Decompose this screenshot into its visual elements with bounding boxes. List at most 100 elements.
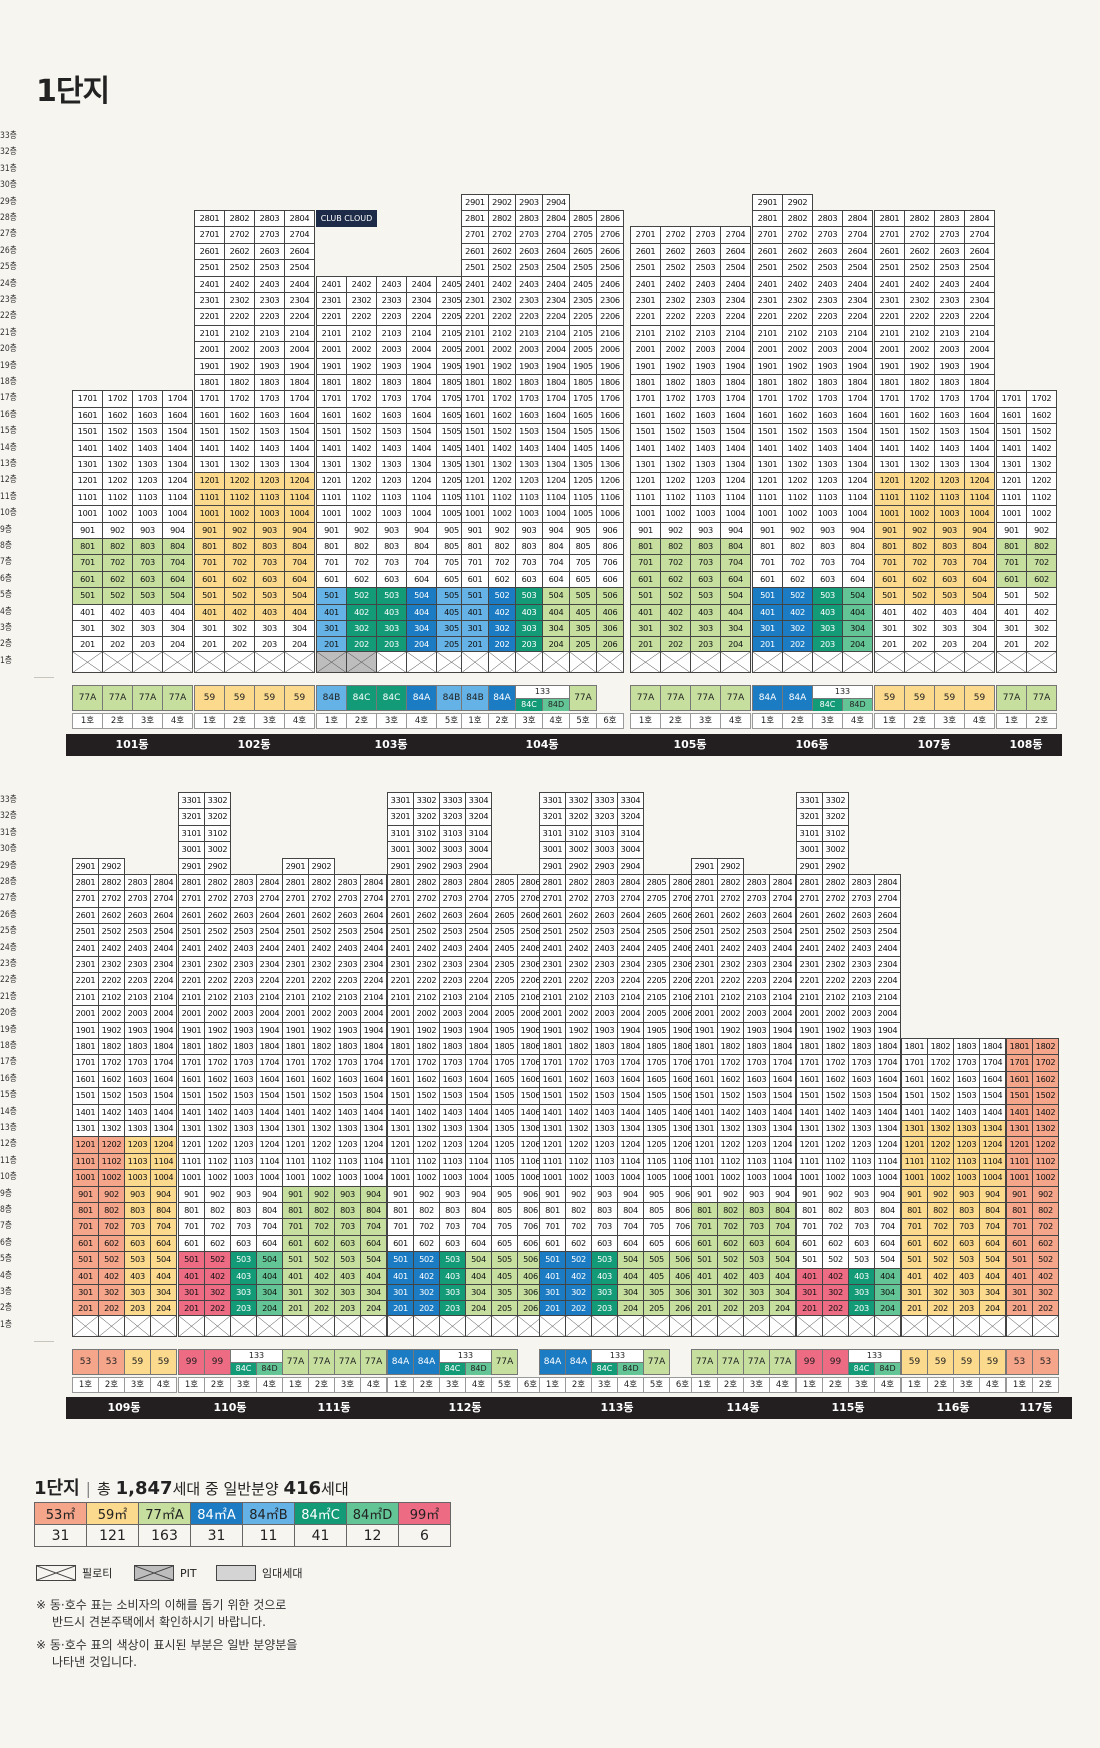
unit-cell: 604	[256, 1234, 283, 1253]
unit-cell: 2601	[194, 242, 225, 261]
unit-cell: 1505	[491, 1087, 518, 1105]
unit-cell: 3301	[178, 792, 205, 810]
unit-cell: 2403	[230, 939, 257, 957]
unit-cell: 302	[102, 620, 133, 638]
unit-cell: 2803	[124, 874, 151, 892]
unit-cell: 701	[901, 1218, 928, 1236]
unit-cell: 502	[717, 1251, 744, 1269]
unit-cell: 903	[132, 521, 163, 539]
unit-cell: 1403	[953, 1103, 980, 1121]
unit-cell: 404	[964, 603, 995, 621]
unit-cell: 1804	[964, 374, 995, 392]
unit-cell: 1302	[927, 1120, 954, 1138]
summary-type-count: 163	[138, 1524, 191, 1547]
unit-cell: 1801	[796, 1038, 823, 1056]
unit-cell: 2701	[194, 226, 225, 244]
unit-cell: 1203	[132, 472, 163, 490]
unit-cell: 1903	[254, 357, 285, 375]
unit-cell: 1103	[953, 1152, 980, 1171]
unit-cell: 2703	[439, 890, 466, 908]
unit-cell: 1703	[953, 1054, 980, 1072]
unit-cell: 803	[591, 1202, 618, 1220]
unit-cell: 2004	[465, 1005, 492, 1023]
unit-cell: 404	[360, 1267, 387, 1285]
unit-cell: 1001	[387, 1169, 414, 1187]
unit-cell: 2202	[904, 308, 935, 326]
unit-cell: 1204	[284, 472, 315, 490]
unit-cell: 2801	[539, 874, 566, 892]
unit-cell: 802	[565, 1202, 592, 1220]
unit-cell: 306	[596, 620, 624, 638]
unit-cell: 301	[194, 620, 225, 638]
unit-cell: 2002	[565, 1005, 592, 1023]
ho-number-box: 1호	[630, 713, 661, 729]
unit-cell: 1404	[360, 1103, 387, 1121]
unit-cell: 602	[224, 570, 255, 589]
unit-cell: 702	[346, 554, 377, 572]
unit-cell: 1502	[204, 1087, 231, 1105]
unit-cell: 702	[488, 554, 516, 572]
unit-cell: 1603	[743, 1070, 770, 1089]
unit-cell: 1503	[132, 423, 163, 441]
unit-cell: 701	[752, 554, 783, 572]
unit-cell: 1804	[979, 1038, 1006, 1056]
unit-cell: 2202	[308, 972, 335, 990]
unit-cell: 703	[230, 1218, 257, 1236]
unit-cell: 401	[72, 603, 103, 621]
unit-cell: 702	[904, 554, 935, 572]
floor-label: 20층	[0, 344, 17, 355]
unit-cell: 1703	[591, 1054, 618, 1072]
unit-cell: 504	[964, 587, 995, 605]
unit-cell: 501	[630, 587, 661, 605]
unit-cell: 402	[782, 603, 813, 621]
unit-cell: 1102	[102, 488, 133, 507]
floor-label: 25층	[0, 926, 17, 937]
unit-cell: 304	[465, 1284, 492, 1302]
unit-cell: 1702	[1026, 390, 1057, 408]
unit-cell: 405	[491, 1267, 518, 1285]
unit-cell: 2404	[617, 939, 644, 957]
unit-type-box: 84B	[461, 685, 489, 711]
unit-cell: 902	[98, 1185, 125, 1203]
unit-cell: 602	[782, 570, 813, 589]
unit-type-box: 77A	[630, 685, 661, 711]
unit-cell: 502	[1032, 1251, 1059, 1269]
unit-cell: 2004	[150, 1005, 177, 1023]
unit-cell: 2101	[178, 988, 205, 1007]
unit-cell: 2402	[660, 275, 691, 293]
unit-cell: 2201	[316, 308, 347, 326]
unit-cell: 2805	[491, 874, 518, 892]
unit-cell: 1402	[346, 439, 377, 457]
unit-cell: 302	[717, 1284, 744, 1302]
unit-cell: 1704	[284, 390, 315, 408]
unit-cell: 1103	[812, 488, 843, 507]
floor-label: 26층	[0, 245, 17, 256]
unit-cell: 2103	[376, 324, 407, 343]
unit-cell: 2504	[617, 923, 644, 941]
unit-cell: 1905	[569, 357, 597, 375]
unit-cell: 1701	[194, 390, 225, 408]
unit-cell: 1702	[565, 1054, 592, 1072]
unit-cell: 604	[162, 570, 193, 589]
ho-number-box: 4호	[842, 713, 873, 729]
unit-cell: 504	[284, 587, 315, 605]
unit-cell: 1605	[569, 406, 597, 425]
unit-cell: 1401	[316, 439, 347, 457]
unit-cell: 2001	[178, 1005, 205, 1023]
unit-cell: 2603	[743, 906, 770, 925]
unit-cell: 1502	[927, 1087, 954, 1105]
unit-cell: 2303	[515, 292, 543, 310]
unit-cell: 1402	[927, 1103, 954, 1121]
unit-cell: 802	[98, 1202, 125, 1220]
floor-label: 5층	[0, 1254, 12, 1265]
unit-cell: 902	[102, 521, 133, 539]
unit-cell: 1201	[752, 472, 783, 490]
unit-type-box: 77A	[717, 1349, 744, 1375]
unit-cell: 2603	[848, 906, 875, 925]
unit-cell: 1004	[964, 505, 995, 523]
unit-cell: 2304	[360, 956, 387, 974]
pilotis-cell	[596, 650, 624, 674]
unit-cell: 702	[717, 1218, 744, 1236]
unit-cell: 1002	[904, 505, 935, 523]
unit-cell: 2503	[812, 259, 843, 277]
